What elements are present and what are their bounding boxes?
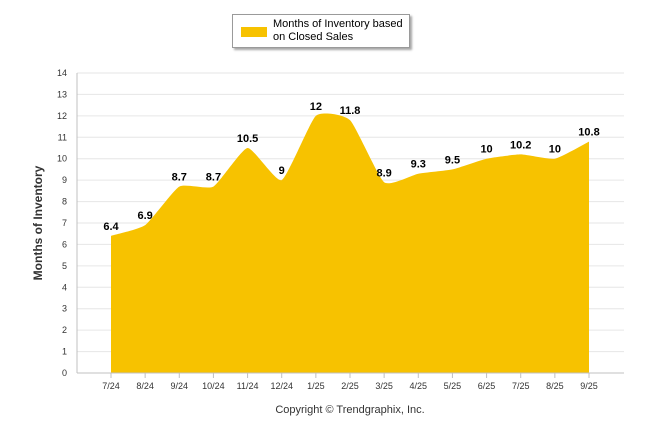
inventory-area[interactable] bbox=[111, 113, 589, 374]
data-label: 10.5 bbox=[237, 133, 258, 145]
x-tick-label: 11/24 bbox=[237, 381, 259, 391]
x-tick-label: 4/25 bbox=[410, 381, 428, 391]
x-tick-label: 3/25 bbox=[375, 381, 393, 391]
y-tick-label: 8 bbox=[62, 197, 67, 207]
x-tick-label: 1/25 bbox=[307, 381, 325, 391]
data-label: 10 bbox=[549, 144, 561, 156]
y-tick-label: 5 bbox=[62, 261, 67, 271]
y-tick-label: 4 bbox=[62, 282, 67, 292]
y-tick-label: 2 bbox=[62, 325, 67, 335]
data-label: 12 bbox=[310, 101, 322, 113]
data-label: 8.7 bbox=[172, 172, 187, 184]
x-tick-label: 8/25 bbox=[546, 381, 564, 391]
y-tick-label: 10 bbox=[57, 154, 67, 164]
x-tick-label: 6/25 bbox=[478, 381, 496, 391]
x-tick-label: 9/24 bbox=[171, 381, 189, 391]
y-tick-label: 3 bbox=[62, 304, 67, 314]
y-tick-label: 14 bbox=[57, 68, 67, 78]
y-tick-label: 13 bbox=[57, 89, 67, 99]
y-tick-label: 11 bbox=[58, 132, 67, 142]
data-label: 6.4 bbox=[103, 221, 119, 233]
x-tick-label: 5/25 bbox=[444, 381, 462, 391]
y-axis-title: Months of Inventory bbox=[31, 165, 45, 280]
y-tick-label: 9 bbox=[62, 175, 67, 185]
data-label: 10.2 bbox=[510, 139, 531, 151]
data-label: 10.8 bbox=[578, 127, 599, 139]
data-label: 9.3 bbox=[411, 159, 426, 171]
x-tick-label: 2/25 bbox=[341, 381, 359, 391]
data-label: 8.9 bbox=[376, 167, 391, 179]
legend[interactable]: Months of Inventory based on Closed Sale… bbox=[232, 14, 410, 48]
y-tick-label: 12 bbox=[57, 111, 67, 121]
area-series bbox=[77, 113, 624, 374]
x-axis-ticks: 7/24 8/24 9/24 10/24 11/24 12/24 1/25 2/25 3/25 4… bbox=[102, 373, 598, 391]
data-label: 9 bbox=[279, 165, 285, 177]
data-label: 8.7 bbox=[206, 172, 221, 184]
data-label: 11.8 bbox=[340, 105, 361, 117]
y-tick-label: 6 bbox=[62, 239, 67, 249]
copyright-credit: Copyright © Trendgraphix, Inc. bbox=[275, 404, 424, 416]
y-tick-label: 0 bbox=[62, 368, 67, 378]
x-tick-label: 12/24 bbox=[270, 381, 293, 391]
y-tick-label: 1 bbox=[62, 347, 67, 357]
x-tick-label: 7/24 bbox=[102, 381, 120, 391]
data-label: 9.5 bbox=[445, 154, 460, 166]
data-labels: 6.4 6.9 8.7 8.7 10.5 9 12 11.8 8.9 9.3 9.5 10 10.2 10… bbox=[103, 101, 599, 233]
x-tick-label: 7/25 bbox=[512, 381, 530, 391]
x-tick-label: 9/25 bbox=[580, 381, 598, 391]
legend-label: Months of Inventory based on Closed Sale… bbox=[273, 18, 403, 43]
data-label: 6.9 bbox=[137, 210, 152, 222]
data-label: 10 bbox=[480, 144, 492, 156]
x-tick-label: 8/24 bbox=[136, 381, 154, 391]
legend-swatch bbox=[241, 27, 267, 37]
y-tick-label: 7 bbox=[62, 218, 67, 228]
x-tick-label: 10/24 bbox=[202, 381, 225, 391]
